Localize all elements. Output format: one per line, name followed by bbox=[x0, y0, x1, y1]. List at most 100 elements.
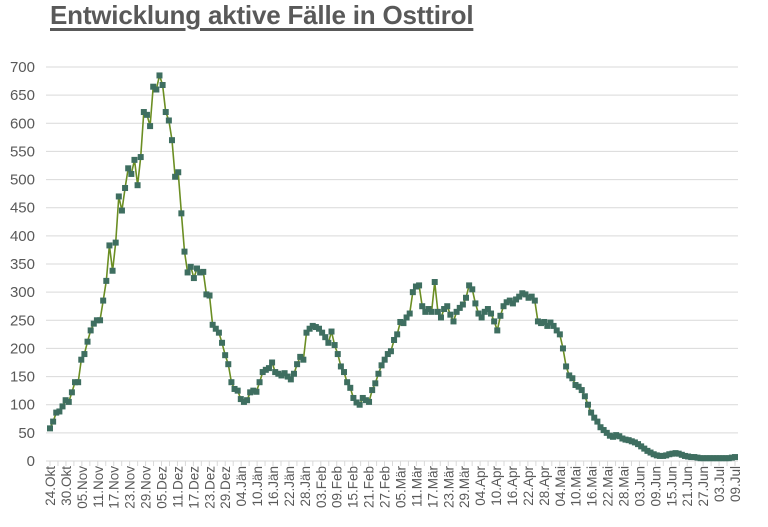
y-tick-label: 400 bbox=[10, 228, 35, 245]
data-point-marker bbox=[653, 452, 660, 459]
data-point-marker bbox=[219, 339, 226, 346]
y-tick-label: 550 bbox=[10, 143, 35, 160]
data-point-marker bbox=[75, 379, 82, 386]
data-point-marker bbox=[403, 314, 410, 321]
data-point-marker bbox=[600, 427, 607, 434]
data-point-marker bbox=[606, 432, 613, 439]
data-point-marker bbox=[506, 297, 513, 304]
data-point-marker bbox=[366, 398, 373, 405]
data-point-marker bbox=[303, 329, 310, 336]
data-point-marker bbox=[575, 383, 582, 390]
data-point-marker bbox=[497, 312, 504, 319]
data-point-marker bbox=[685, 453, 692, 460]
x-tick-label: 29.Mär bbox=[457, 466, 472, 509]
data-point-marker bbox=[384, 351, 391, 358]
data-point-marker bbox=[531, 297, 538, 304]
data-point-marker bbox=[284, 373, 291, 380]
x-tick-label: 17.Mär bbox=[425, 466, 440, 509]
x-tick-label: 04.Jän bbox=[234, 466, 249, 507]
data-point-marker bbox=[97, 317, 104, 324]
data-point-marker bbox=[162, 109, 169, 116]
data-point-marker bbox=[456, 304, 463, 311]
data-point-marker bbox=[140, 109, 147, 116]
y-tick-label: 50 bbox=[18, 425, 35, 442]
y-tick-label: 500 bbox=[10, 172, 35, 189]
data-point-marker bbox=[500, 303, 507, 310]
data-point-marker bbox=[275, 370, 282, 377]
x-tick-label: 16.Jän bbox=[266, 466, 281, 507]
data-point-marker bbox=[672, 450, 679, 457]
x-tick-label: 09.Jul bbox=[728, 466, 743, 502]
x-tick-label: 05.Mär bbox=[393, 466, 408, 509]
data-point-marker bbox=[528, 293, 535, 300]
x-tick-label: 17.Nov bbox=[107, 466, 122, 509]
data-point-marker bbox=[331, 342, 338, 349]
data-point-marker bbox=[631, 439, 638, 446]
data-point-marker bbox=[700, 455, 707, 462]
data-point-marker bbox=[450, 318, 457, 325]
data-point-marker bbox=[516, 293, 523, 300]
data-point-marker bbox=[187, 263, 194, 270]
data-point-marker bbox=[578, 387, 585, 394]
data-point-marker bbox=[716, 455, 723, 462]
data-point-marker bbox=[484, 306, 491, 313]
data-point-marker bbox=[134, 182, 141, 189]
data-point-marker bbox=[491, 318, 498, 325]
data-point-marker bbox=[544, 322, 551, 329]
data-point-marker bbox=[118, 207, 125, 214]
data-point-marker bbox=[400, 320, 407, 327]
data-point-marker bbox=[588, 409, 595, 416]
x-tick-label: 29.Dez bbox=[218, 466, 233, 509]
data-point-marker bbox=[697, 455, 704, 462]
chart-title: Entwicklung aktive Fälle in Osttirol bbox=[50, 0, 474, 30]
data-point-marker bbox=[106, 242, 113, 249]
data-point-marker bbox=[409, 289, 416, 296]
data-point-marker bbox=[334, 351, 341, 358]
x-tick-label: 23.Nov bbox=[123, 466, 138, 509]
data-point-marker bbox=[115, 193, 122, 200]
data-point-marker bbox=[444, 303, 451, 310]
data-point-marker bbox=[425, 306, 432, 313]
data-point-marker bbox=[322, 334, 329, 341]
data-point-marker bbox=[566, 372, 573, 379]
data-point-marker bbox=[137, 154, 144, 161]
data-point-marker bbox=[463, 294, 470, 301]
data-point-marker bbox=[581, 393, 588, 400]
x-tick-label: 21.Jun bbox=[680, 466, 695, 507]
data-point-marker bbox=[681, 452, 688, 459]
data-point-marker bbox=[259, 369, 266, 376]
data-point-marker bbox=[197, 269, 204, 276]
data-point-marker bbox=[616, 433, 623, 440]
data-point-marker bbox=[72, 379, 79, 386]
x-tick-label: 23.Dez bbox=[202, 466, 217, 509]
x-tick-label: 28.Jän bbox=[298, 466, 313, 507]
data-point-marker bbox=[469, 286, 476, 293]
data-point-marker bbox=[350, 394, 357, 401]
data-point-marker bbox=[344, 379, 351, 386]
data-point-marker bbox=[556, 331, 563, 338]
gridlines bbox=[46, 66, 738, 434]
y-tick-label: 200 bbox=[10, 340, 35, 357]
data-point-marker bbox=[387, 348, 394, 355]
data-point-marker bbox=[431, 279, 438, 286]
data-point-marker bbox=[459, 301, 466, 308]
y-tick-label: 450 bbox=[10, 200, 35, 217]
data-point-marker bbox=[472, 300, 479, 307]
data-point-marker bbox=[300, 356, 307, 363]
y-tick-label: 250 bbox=[10, 312, 35, 329]
data-point-marker bbox=[290, 370, 297, 377]
data-point-marker bbox=[256, 379, 263, 386]
data-point-marker bbox=[228, 379, 235, 386]
data-point-marker bbox=[156, 72, 163, 79]
data-point-marker bbox=[559, 345, 566, 352]
data-point-marker bbox=[635, 441, 642, 448]
x-tick-label: 03.Jul bbox=[712, 466, 727, 502]
data-point-marker bbox=[143, 111, 150, 118]
data-point-marker bbox=[619, 435, 626, 442]
data-point-marker bbox=[628, 438, 635, 445]
data-point-marker bbox=[65, 398, 72, 405]
data-point-marker bbox=[475, 310, 482, 317]
data-point-marker bbox=[265, 365, 272, 372]
data-point-marker bbox=[240, 398, 247, 405]
data-point-marker bbox=[215, 329, 222, 336]
